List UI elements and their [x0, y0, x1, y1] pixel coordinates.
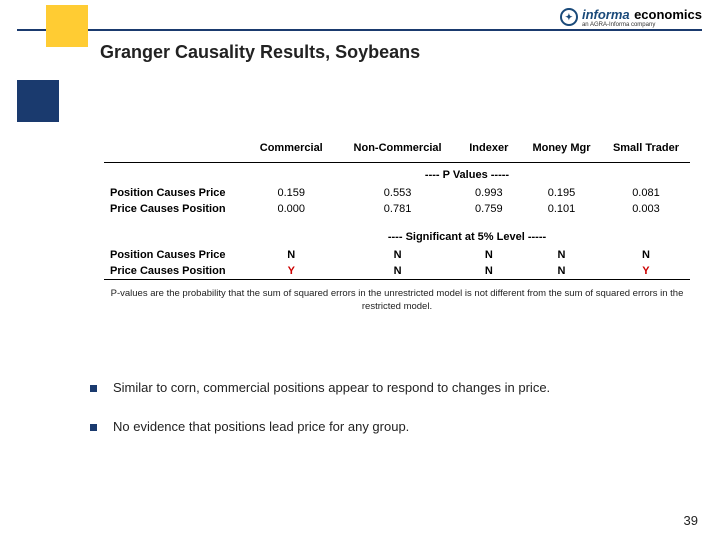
table-row: Price Causes Position Y N N N Y	[104, 263, 690, 280]
section-significance: ---- Significant at 5% Level -----	[104, 225, 690, 247]
page-number: 39	[684, 513, 698, 528]
col-moneymgr: Money Mgr	[521, 138, 602, 163]
table-row: Position Causes Price 0.159 0.553 0.993 …	[104, 185, 690, 201]
col-indexer: Indexer	[457, 138, 521, 163]
table-footnote: P-values are the probability that the su…	[104, 280, 690, 316]
logo-text-2: economics	[634, 7, 702, 22]
bullet-icon	[90, 385, 97, 392]
table-row: Position Causes Price N N N N N	[104, 247, 690, 263]
logo-text-1: informa	[582, 7, 630, 22]
col-smalltrader: Small Trader	[602, 138, 690, 163]
table-row: Price Causes Position 0.000 0.781 0.759 …	[104, 201, 690, 217]
header-rule	[17, 29, 702, 31]
section-pvalues: ---- P Values -----	[104, 163, 690, 185]
bullet-icon	[90, 424, 97, 431]
results-table: Commercial Non-Commercial Indexer Money …	[104, 138, 690, 316]
globe-icon: ✦	[560, 8, 578, 26]
decor-yellow-square	[46, 5, 88, 47]
brand-logo: ✦ informa economics an AGRA-Informa comp…	[560, 6, 702, 28]
list-item: Similar to corn, commercial positions ap…	[90, 380, 680, 395]
bullet-list: Similar to corn, commercial positions ap…	[90, 380, 680, 458]
table-header-row: Commercial Non-Commercial Indexer Money …	[104, 138, 690, 163]
bullet-text: No evidence that positions lead price fo…	[113, 419, 409, 434]
slide-title: Granger Causality Results, Soybeans	[100, 42, 420, 63]
col-commercial: Commercial	[244, 138, 339, 163]
logo-subtext: an AGRA-Informa company	[582, 22, 702, 28]
list-item: No evidence that positions lead price fo…	[90, 419, 680, 434]
bullet-text: Similar to corn, commercial positions ap…	[113, 380, 550, 395]
col-noncommercial: Non-Commercial	[339, 138, 457, 163]
decor-navy-square	[17, 80, 59, 122]
